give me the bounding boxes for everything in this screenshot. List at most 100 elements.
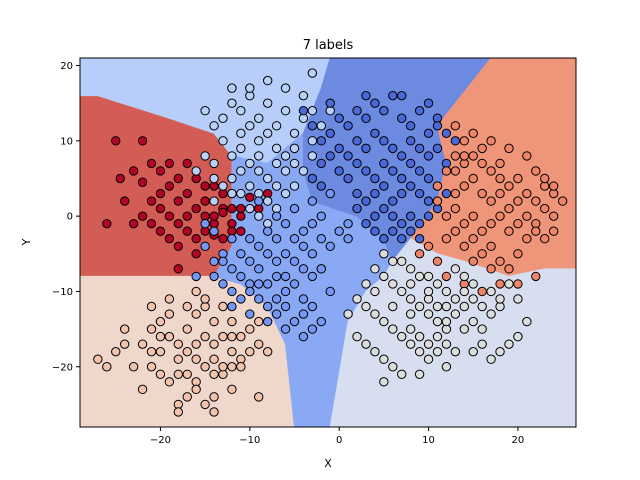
point-class-2 — [236, 188, 246, 199]
point-class-5 — [540, 234, 550, 244]
point-class-0 — [173, 241, 184, 251]
point-class-3 — [191, 271, 201, 282]
point-class-1 — [200, 362, 210, 372]
point-class-4 — [405, 211, 416, 221]
point-class-4 — [379, 106, 389, 116]
point-class-0 — [182, 211, 192, 221]
point-class-4 — [432, 143, 443, 154]
point-class-4 — [343, 121, 353, 131]
point-class-3 — [254, 196, 264, 206]
point-class-5 — [540, 203, 550, 214]
point-class-2 — [289, 158, 300, 169]
point-class-4 — [397, 151, 407, 161]
point-class-6 — [486, 309, 496, 319]
point-class-5 — [531, 271, 541, 282]
point-class-6 — [513, 331, 523, 342]
point-class-6 — [388, 279, 398, 289]
point-class-5 — [423, 241, 434, 251]
point-class-2 — [245, 203, 255, 214]
point-class-4 — [441, 128, 452, 139]
point-class-3 — [298, 264, 309, 274]
point-class-3 — [271, 294, 282, 304]
point-class-6 — [522, 316, 532, 327]
point-class-2 — [254, 166, 264, 176]
point-class-4 — [405, 181, 416, 191]
point-class-6 — [423, 271, 434, 282]
point-class-0 — [173, 264, 184, 274]
point-class-4 — [316, 158, 326, 169]
point-class-2 — [298, 90, 309, 101]
point-class-5 — [548, 226, 559, 236]
point-class-5 — [513, 249, 523, 259]
point-class-5 — [522, 234, 532, 244]
point-class-4 — [423, 196, 434, 206]
point-class-3 — [289, 203, 300, 214]
point-class-4 — [388, 226, 398, 236]
point-class-5 — [513, 218, 523, 229]
point-class-3 — [298, 226, 309, 236]
point-class-3 — [254, 294, 264, 304]
point-class-6 — [388, 301, 398, 312]
point-class-5 — [486, 218, 496, 229]
point-class-3 — [325, 188, 335, 199]
point-class-5 — [504, 264, 514, 274]
point-class-4 — [307, 173, 318, 184]
point-class-3 — [271, 309, 282, 319]
point-class-5 — [495, 158, 505, 169]
point-class-4 — [379, 234, 389, 244]
point-class-6 — [414, 346, 425, 357]
point-class-5 — [495, 211, 505, 221]
point-class-6 — [477, 301, 487, 312]
point-class-5 — [450, 203, 461, 214]
point-class-3 — [298, 331, 309, 342]
point-class-3 — [262, 249, 273, 259]
point-class-5 — [513, 279, 523, 289]
point-class-0 — [209, 211, 219, 221]
point-class-6 — [388, 256, 398, 267]
point-class-1 — [146, 324, 157, 334]
point-class-4 — [334, 143, 344, 154]
point-class-3 — [280, 271, 291, 282]
point-class-6 — [459, 271, 469, 282]
point-class-5 — [486, 264, 496, 274]
x-tick-label: 0 — [336, 435, 342, 446]
point-class-6 — [441, 316, 452, 327]
point-class-1 — [128, 362, 139, 372]
point-class-1 — [155, 331, 166, 342]
point-class-2 — [262, 173, 273, 184]
point-class-2 — [271, 181, 282, 191]
point-class-4 — [379, 158, 389, 169]
point-class-6 — [352, 331, 362, 342]
point-class-1 — [254, 392, 264, 402]
point-class-1 — [227, 384, 237, 395]
point-class-5 — [495, 256, 505, 267]
point-class-1 — [227, 362, 237, 372]
point-class-6 — [486, 286, 496, 297]
point-class-5 — [459, 136, 469, 146]
point-class-0 — [146, 158, 157, 169]
point-class-5 — [557, 196, 568, 206]
point-class-1 — [155, 346, 166, 357]
point-class-1 — [164, 309, 175, 319]
point-class-0 — [236, 226, 246, 236]
point-class-2 — [307, 136, 318, 146]
point-class-3 — [307, 249, 318, 259]
point-class-0 — [102, 218, 112, 229]
point-class-4 — [379, 136, 389, 146]
point-class-5 — [486, 136, 496, 146]
point-class-6 — [397, 369, 407, 379]
point-class-1 — [209, 392, 219, 402]
point-class-0 — [155, 188, 166, 199]
point-class-3 — [209, 226, 219, 236]
point-class-5 — [477, 143, 487, 154]
point-class-5 — [477, 188, 487, 199]
point-class-5 — [468, 128, 478, 139]
point-class-6 — [405, 264, 416, 274]
point-class-2 — [289, 181, 300, 191]
point-class-4 — [388, 143, 398, 154]
point-class-5 — [504, 143, 514, 154]
point-class-2 — [254, 151, 264, 161]
point-class-3 — [254, 279, 264, 289]
point-class-3 — [334, 226, 344, 236]
point-class-6 — [459, 286, 469, 297]
